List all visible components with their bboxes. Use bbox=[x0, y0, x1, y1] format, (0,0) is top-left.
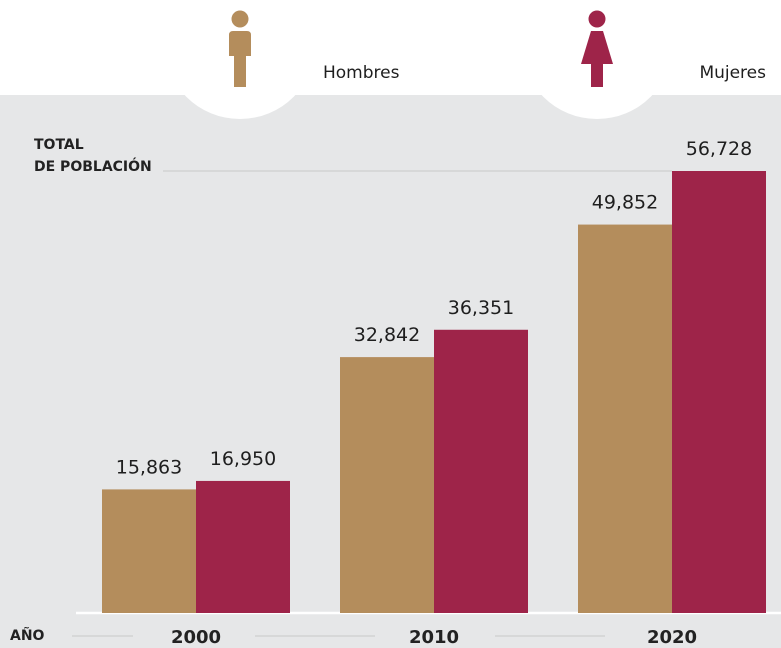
bar-hombres-2000 bbox=[102, 489, 196, 613]
data-label-mujeres-2010: 36,351 bbox=[448, 297, 514, 319]
x-tick-label-2020: 2020 bbox=[647, 627, 697, 648]
data-label-mujeres-2000: 16,950 bbox=[210, 448, 276, 470]
data-label-hombres-2000: 15,863 bbox=[116, 456, 182, 478]
data-label-hombres-2010: 32,842 bbox=[354, 324, 420, 346]
legend-label-mujeres: Mujeres bbox=[699, 63, 766, 83]
x-axis-title: AÑO bbox=[10, 627, 45, 644]
data-label-hombres-2020: 49,852 bbox=[592, 192, 658, 214]
bar-mujeres-2000 bbox=[196, 480, 290, 613]
bars-layer: 15,863 16,950 2000 32,842 36,351 2010 49,852 56… bbox=[102, 138, 766, 648]
data-label-mujeres-2020: 56,728 bbox=[686, 138, 752, 160]
legend-label-hombres: Hombres bbox=[323, 63, 400, 83]
man-icon bbox=[229, 10, 251, 87]
y-axis-title-line2: DE POBLACIÓN bbox=[34, 157, 152, 175]
woman-icon bbox=[581, 10, 613, 87]
bar-mujeres-2010 bbox=[434, 329, 528, 613]
x-tick-label-2000: 2000 bbox=[171, 627, 221, 648]
bar-hombres-2010 bbox=[340, 357, 434, 613]
bar-mujeres-2020 bbox=[672, 171, 766, 613]
x-tick-label-2010: 2010 bbox=[409, 627, 459, 648]
bar-hombres-2020 bbox=[578, 224, 672, 613]
y-axis-title-line1: TOTAL bbox=[34, 137, 84, 153]
